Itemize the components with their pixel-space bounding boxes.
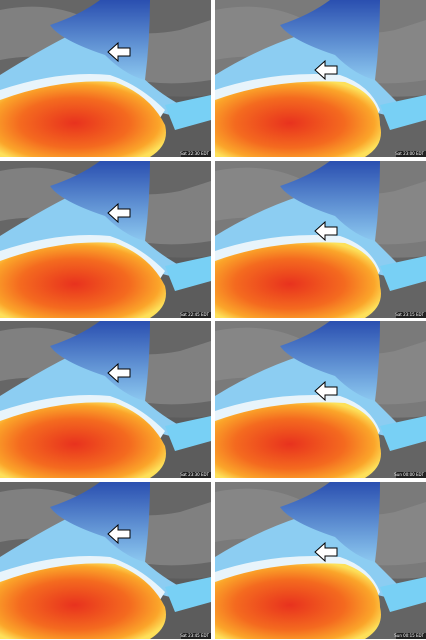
arrow [107,362,131,384]
radar-snow-heavy [280,482,380,562]
radar-mix-right [380,577,426,612]
timestamp-box [396,151,426,157]
radar-panel: Sat 23:30 EDT [0,321,211,478]
arrow [314,380,338,402]
timestamp: Sat 22:30 EDT [180,151,209,156]
timestamp: Sat 23:15 EDT [395,312,424,317]
radar-rain [215,81,381,157]
radar-mix-right [380,95,426,130]
timestamp-box [181,633,211,639]
timestamp: Sun 00:00 EDT [394,472,424,477]
timestamp: Sun 00:15 EDT [394,633,424,638]
radar-snow-heavy [280,0,380,80]
timestamp: Sat 23:30 EDT [180,472,209,477]
radar-panel: Sun 00:15 EDT [215,482,426,639]
arrow [107,523,131,545]
arrow [314,59,338,81]
radar-panel: Sat 23:45 EDT [0,482,211,639]
radar-snow-heavy [50,0,150,80]
radar-mix-right [165,95,211,130]
radar-snow-heavy [50,482,150,562]
radar-mix-right [380,416,426,451]
radar-panel: Sat 22:30 EDT [0,0,211,157]
arrow [107,41,131,63]
timestamp-box [396,312,426,318]
timestamp-box [396,472,426,478]
radar-snow-heavy [50,161,150,241]
radar-mix-right [165,256,211,291]
arrow [314,220,338,242]
timestamp: Sat 22:45 EDT [180,312,209,317]
timestamp: Sat 23:00 EDT [395,151,424,156]
radar-rain [0,242,166,318]
radar-snow-heavy [280,161,380,241]
timestamp-box [181,151,211,157]
radar-snow-heavy [50,321,150,401]
radar-rain [0,402,166,478]
radar-mix-right [165,416,211,451]
radar-mix-right [165,577,211,612]
timestamp-box [396,633,426,639]
radar-rain [0,81,166,157]
radar-rain [0,563,166,639]
radar-rain [215,402,381,478]
timestamp-box [181,472,211,478]
radar-snow-heavy [280,321,380,401]
timestamp-box [181,312,211,318]
radar-rain [215,563,381,639]
radar-panel: Sat 23:00 EDT [215,0,426,157]
radar-mix-right [380,256,426,291]
radar-panel: Sun 00:00 EDT [215,321,426,478]
arrow [107,202,131,224]
arrow [314,541,338,563]
radar-rain [215,242,381,318]
timestamp: Sat 23:45 EDT [180,633,209,638]
radar-panel: Sat 23:15 EDT [215,161,426,318]
radar-panel: Sat 22:45 EDT [0,161,211,318]
